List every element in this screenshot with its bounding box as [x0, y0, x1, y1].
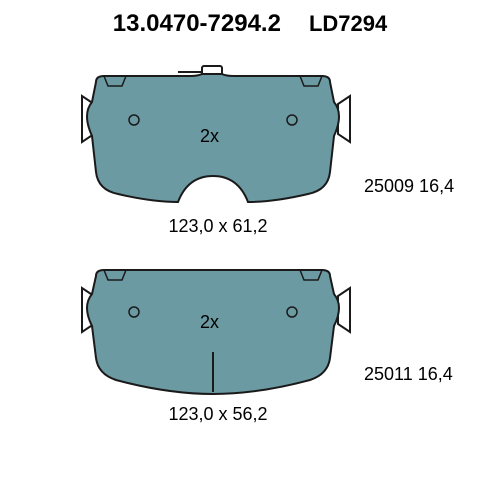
pad-upper-dimensions: 123,0 x 61,2 — [158, 216, 278, 237]
diagram-area: 2x 123,0 x 61,2 25009 16,4 2x 123,0 x 56… — [0, 48, 500, 500]
pad-lower-partcode: 25011 16,4 — [364, 364, 453, 385]
pad-lower-dimensions: 123,0 x 56,2 — [158, 404, 278, 425]
part-number: 13.0470-7294.2 — [113, 10, 281, 38]
pad-lower-qty: 2x — [200, 312, 219, 333]
pad-upper-qty: 2x — [200, 126, 219, 147]
pad-upper-partcode: 25009 16,4 — [364, 176, 454, 197]
header: 13.0470-7294.2 LD7294 — [0, 0, 500, 48]
short-code: LD7294 — [309, 11, 387, 37]
